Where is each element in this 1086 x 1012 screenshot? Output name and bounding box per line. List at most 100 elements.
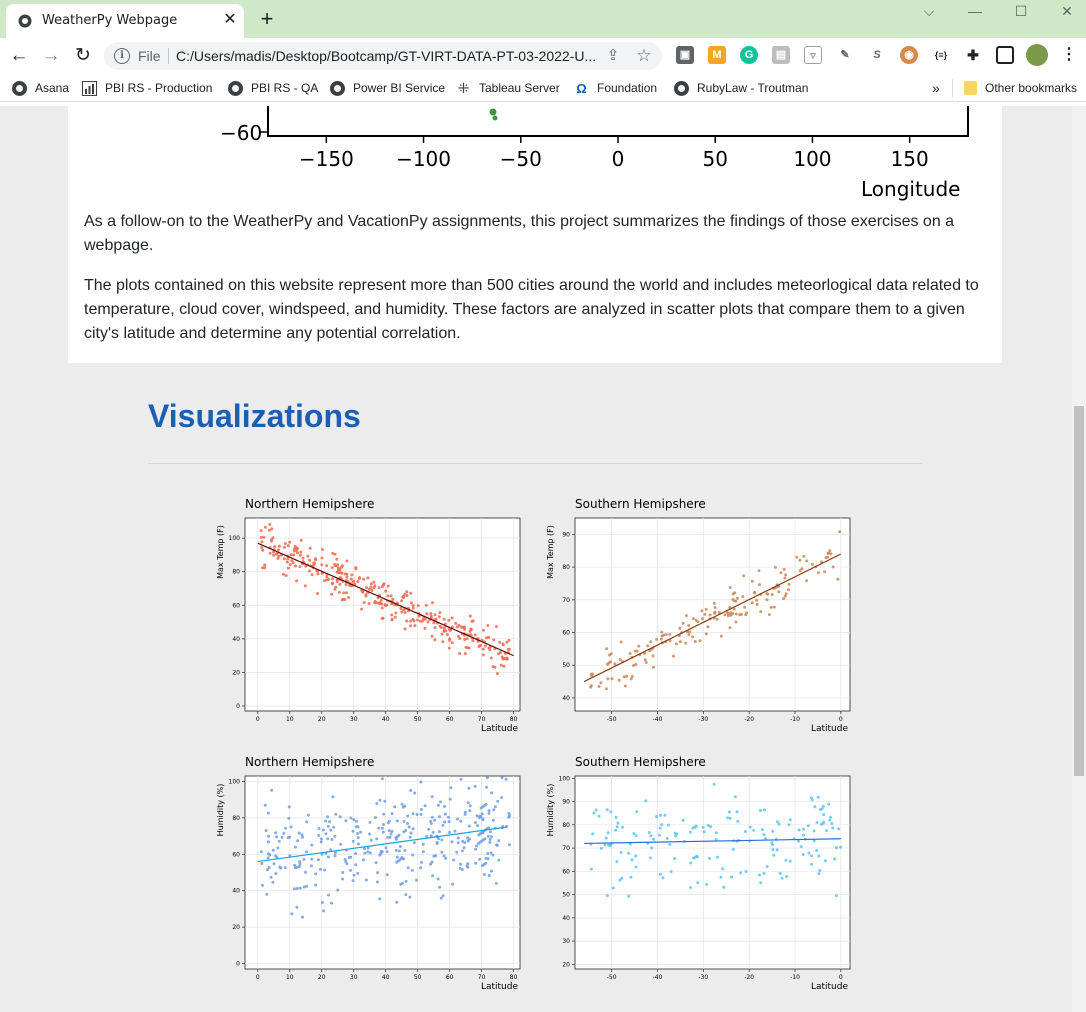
data-point	[388, 835, 392, 839]
brush-icon[interactable]: ✎	[836, 46, 854, 64]
data-point	[386, 584, 390, 588]
temp-south-plot[interactable]: Southern Hemipshere -50 -40 -30 -20 -10 0 40 50 6…	[540, 491, 860, 741]
x-axis-label: Latitude	[481, 982, 519, 992]
owl-icon[interactable]: ◉	[900, 46, 918, 64]
scrollbar-thumb[interactable]	[1074, 406, 1084, 776]
close-window-button[interactable]: ✕	[1061, 3, 1073, 19]
pocket-icon[interactable]: ▿	[804, 46, 822, 64]
json-icon[interactable]: {≡}	[932, 46, 950, 64]
data-point	[448, 628, 452, 632]
bookmark-tableau-server[interactable]: ⁜ Tableau Server	[456, 79, 560, 97]
data-point	[355, 819, 358, 823]
other-bookmarks[interactable]: Other bookmarks	[964, 79, 1077, 97]
maximize-button[interactable]: ☐	[1014, 3, 1028, 19]
data-point	[378, 853, 382, 857]
menu-dots-icon[interactable]: ⋮	[1060, 46, 1078, 64]
data-point	[829, 552, 833, 556]
address-bar[interactable]: i File C:/Users/madis/Desktop/Bootcamp/G…	[104, 42, 662, 70]
data-point	[795, 555, 799, 559]
briefcase-icon[interactable]: ▣	[676, 46, 694, 64]
x-tick-label: 30	[350, 974, 358, 981]
data-point	[385, 850, 389, 854]
vertical-scrollbar[interactable]	[1072, 106, 1086, 1012]
data-point	[363, 851, 367, 855]
data-point	[375, 837, 379, 841]
y-tick-label: 20	[232, 669, 240, 676]
puzzle-icon[interactable]: ✚	[964, 46, 982, 64]
bookmark-power-bi-service[interactable]: Power BI Service	[330, 79, 445, 97]
bookmark-rubylaw[interactable]: RubyLaw - Troutman	[674, 79, 808, 97]
data-point	[758, 583, 761, 587]
data-point	[482, 873, 486, 876]
data-point	[463, 652, 467, 656]
data-point	[504, 777, 508, 781]
data-point	[292, 549, 296, 553]
data-point	[590, 674, 594, 677]
y-tick-label: 70	[562, 597, 570, 604]
data-point	[442, 854, 446, 858]
data-point	[619, 851, 623, 854]
bookmarks-overflow-button[interactable]: »	[932, 80, 940, 96]
data-point	[483, 644, 487, 648]
sidepanel-icon[interactable]	[996, 46, 1014, 64]
info-icon[interactable]: i	[114, 48, 130, 64]
active-tab[interactable]: WeatherPy Webpage ✕	[6, 4, 244, 38]
bookmark-asana[interactable]: Asana	[12, 79, 69, 97]
data-point	[667, 823, 670, 827]
data-point	[324, 819, 327, 823]
data-point	[327, 893, 330, 897]
data-point	[488, 841, 492, 844]
map-marker	[492, 115, 498, 121]
data-point	[701, 617, 704, 621]
bookmark-foundation[interactable]: Ω Foundation	[574, 79, 657, 97]
page-content: −60 −150 −100 −50 0 50 100 150 Longitude As a …	[0, 106, 1086, 1012]
forward-arrow-icon[interactable]: →	[41, 45, 61, 66]
data-point	[431, 830, 435, 834]
data-point	[449, 786, 453, 790]
chart-title: Southern Hemipshere	[575, 755, 706, 769]
data-point	[320, 563, 324, 567]
temp-north-plot[interactable]: Northern Hemipshere 0 10 20 30 40 50 60 70 80 0 20 4…	[210, 491, 530, 741]
data-point	[605, 647, 609, 651]
humidity-north-plot[interactable]: Northern Hemipshere 0 10 20 30 40 50 60 70 80 0 20 4…	[210, 749, 530, 999]
data-point	[777, 822, 781, 826]
data-point	[700, 609, 704, 613]
data-point	[660, 630, 664, 634]
url-text[interactable]: C:/Users/madis/Desktop/Bootcamp/GT-VIRT-…	[176, 48, 597, 64]
intro-paragraph-2: The plots contained on this website repr…	[84, 277, 979, 342]
data-point	[455, 850, 459, 854]
gray-ext-icon[interactable]: ▤	[772, 46, 790, 64]
data-point	[797, 828, 801, 832]
data-point	[736, 819, 740, 823]
data-point	[298, 553, 302, 557]
data-point	[320, 901, 324, 904]
data-point	[265, 892, 269, 896]
data-point	[717, 610, 721, 614]
data-point	[770, 841, 774, 845]
grammarly-icon[interactable]: G	[740, 46, 758, 64]
data-point	[709, 825, 713, 829]
data-point	[762, 808, 766, 812]
new-tab-button[interactable]: +	[260, 6, 274, 31]
share-icon[interactable]: ⇪	[606, 47, 620, 64]
mosaic-icon[interactable]: M	[708, 46, 726, 64]
data-point	[314, 883, 318, 887]
back-arrow-icon[interactable]: ←	[9, 45, 29, 66]
data-point	[489, 869, 493, 873]
close-tab-icon[interactable]: ✕	[223, 11, 237, 28]
bookmark-star-icon[interactable]: ☆	[636, 46, 652, 65]
humidity-south-plot[interactable]: Southern Hemipshere -50 -40 -30 -20 -10 0 20 30 4…	[540, 749, 860, 999]
data-point	[289, 553, 293, 557]
s-icon[interactable]: S	[868, 46, 886, 64]
reload-icon[interactable]: ↻	[75, 45, 91, 66]
profile-avatar-icon[interactable]	[1026, 44, 1048, 66]
minimize-button[interactable]: —	[968, 3, 982, 19]
data-point	[713, 610, 717, 614]
data-point	[368, 851, 372, 855]
chevron-down-icon[interactable]: ⌵	[923, 3, 935, 19]
data-point	[658, 872, 662, 876]
data-point	[376, 596, 380, 600]
bookmark-pbi-rs-production[interactable]: PBI RS - Production	[82, 79, 212, 97]
x-tick-label: 20	[318, 716, 326, 723]
bookmark-pbi-rs-qa[interactable]: PBI RS - QA	[228, 79, 318, 97]
